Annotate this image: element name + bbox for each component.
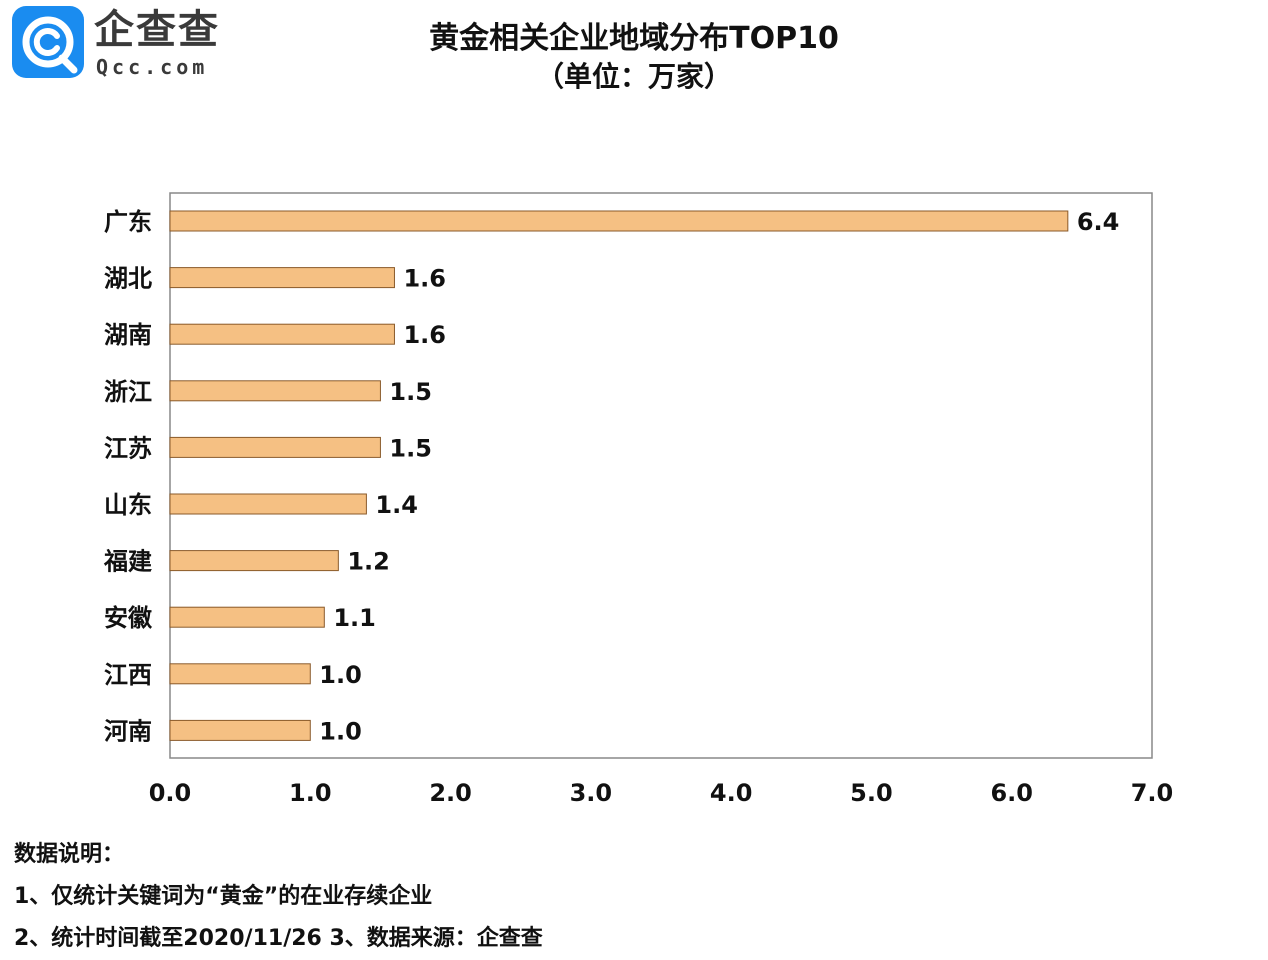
data-label: 1.6 (403, 321, 446, 349)
data-label: 1.1 (333, 604, 376, 632)
notes-line-1: 1、仅统计关键词为“黄金”的在业存续企业 (14, 884, 433, 909)
bar (169, 550, 339, 572)
qcc-logo-icon (12, 6, 84, 78)
x-tick-label: 1.0 (289, 779, 332, 807)
category-label: 湖北 (104, 265, 152, 293)
category-label: 山东 (104, 491, 152, 519)
qcc-logo: 企查查 Qcc.com (12, 6, 232, 80)
category-label: 江苏 (104, 434, 152, 462)
category-label: 江西 (104, 661, 152, 689)
bar (169, 663, 311, 685)
bar (169, 380, 381, 402)
logo-text-en: Qcc.com (96, 55, 209, 79)
notes-line-2: 2、统计时间截至2020/11/26 3、数据来源：企查查 (14, 926, 543, 951)
data-label: 1.6 (403, 265, 446, 293)
notes-heading: 数据说明： (14, 842, 125, 867)
data-label: 1.0 (319, 717, 362, 745)
data-label: 1.5 (389, 378, 432, 406)
x-tick-label: 0.0 (149, 779, 192, 807)
x-tick-label: 2.0 (429, 779, 472, 807)
category-label: 安徽 (104, 604, 153, 632)
x-tick-label: 4.0 (710, 779, 753, 807)
chart-title: 黄金相关企业地域分布TOP10 (429, 21, 839, 56)
x-tick-label: 7.0 (1131, 779, 1174, 807)
category-label: 河南 (104, 717, 152, 745)
chart-subtitle: （单位：万家） (535, 60, 732, 93)
bar (169, 436, 381, 458)
category-label: 湖南 (104, 321, 152, 349)
plot-frame (169, 192, 1153, 759)
data-label: 1.4 (375, 491, 418, 519)
bar (169, 323, 395, 345)
category-label: 福建 (103, 548, 152, 576)
bar (169, 606, 325, 628)
data-label: 6.4 (1077, 208, 1120, 236)
x-tick-label: 5.0 (850, 779, 893, 807)
x-tick-label: 6.0 (990, 779, 1033, 807)
x-tick-label: 3.0 (570, 779, 613, 807)
category-label: 广东 (104, 208, 152, 236)
data-label: 1.2 (347, 548, 390, 576)
category-label: 浙江 (104, 378, 152, 406)
data-notes: 数据说明： 1、仅统计关键词为“黄金”的在业存续企业 2、统计时间截至2020/… (14, 834, 543, 960)
logo-text-cn: 企查查 (94, 7, 220, 53)
bar (169, 719, 311, 741)
data-label: 1.5 (389, 434, 432, 462)
bar (169, 210, 1069, 232)
bar (169, 493, 367, 515)
bar (169, 267, 395, 289)
data-label: 1.0 (319, 661, 362, 689)
